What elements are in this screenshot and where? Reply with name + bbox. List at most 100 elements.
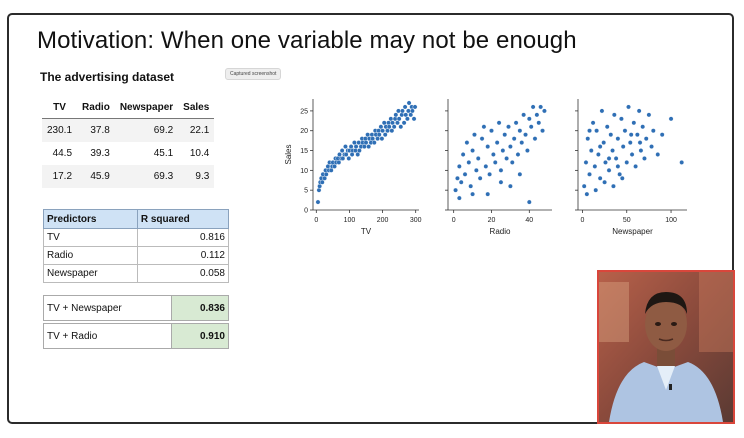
y-tick-label: 15 [300,148,308,155]
data-point [371,140,377,146]
data-point [534,112,540,118]
data-point [398,124,404,130]
x-tick-label: 40 [525,217,533,224]
data-point [615,163,621,169]
data-point [466,160,472,165]
data-point [508,183,513,189]
data-point [517,128,523,134]
data-point [659,132,665,138]
data-point [408,112,414,118]
data-point [619,175,625,181]
data-point [494,140,500,146]
data-point [376,128,381,134]
table-cell: 45.1 [153,148,174,159]
predictor-combo-label: TV + Newspaper [43,295,172,321]
data-point [336,160,342,165]
table-cell: 9.3 [178,165,215,188]
data-point [337,152,342,157]
data-point [356,140,362,146]
table-cell: 22.1 [178,118,215,142]
data-point [479,136,485,142]
data-point [339,148,345,153]
data-point [489,128,494,134]
data-point [460,152,466,157]
data-point [583,160,589,165]
data-point [588,148,594,153]
data-point [316,187,322,193]
x-axis-label: Radio [490,227,511,236]
data-point [376,132,382,138]
data-point [363,140,369,146]
data-point [470,148,475,153]
r-squared-combo-value: 0.910 [171,323,229,349]
table-cell: 37.8 [77,118,115,142]
x-tick-label: 300 [410,217,422,224]
presenter-video-feed [597,270,735,424]
data-point [352,140,357,146]
r-squared-cell: 0.112 [136,246,230,265]
data-point [456,195,462,201]
data-point [633,163,639,169]
data-point [386,124,392,130]
x-tick-label: 200 [377,217,389,224]
data-point [477,175,483,181]
data-point [464,140,470,146]
data-point [375,136,380,142]
scatter-chart-tv: 0 100 200 300 0 5 10 15 20 25 TV Sales [284,99,422,236]
data-point [343,144,348,149]
table-cell: 39.3 [90,148,110,159]
column-header-newspaper: Newspaper [114,99,179,119]
table-row: 44.5 39.3 45.1 10.4 [42,142,214,165]
data-point [523,132,528,138]
data-point [412,104,418,110]
data-point [348,144,354,149]
data-point [385,128,390,134]
data-point [401,120,407,126]
presenter-image [599,272,733,422]
data-point [613,156,619,161]
y-tick-label: 25 [300,108,308,115]
captured-screenshot-badge: Captured screenshot [225,68,282,80]
data-point [634,132,640,138]
data-point [629,152,635,157]
data-point [353,144,359,149]
table-header-row: TV Radio Newspaper Sales [42,99,215,119]
data-point [458,179,464,185]
data-point [500,148,506,153]
data-point [526,199,532,205]
table-row: Radio 0.112 [43,246,230,265]
r2-header-row: Predictors R squared [43,209,230,229]
data-point [462,171,468,177]
data-point [366,144,372,149]
data-point [604,124,610,130]
data-point [485,191,491,197]
table-cell: 17.2 [42,165,78,188]
column-header-radio: Radio [77,99,115,119]
data-point [597,175,603,181]
data-point [637,140,643,146]
data-point [642,156,647,161]
data-point [378,124,384,130]
data-point [481,124,487,130]
data-point [528,124,534,130]
data-point [396,108,401,114]
data-point [323,171,329,177]
data-point [409,108,415,114]
data-point [388,116,394,122]
data-point [402,104,408,110]
data-point [490,152,496,157]
data-point [610,148,615,153]
x-tick-label: 0 [580,217,584,224]
data-point [650,128,656,134]
data-point [369,132,375,138]
data-point [606,167,612,173]
y-tick-label: 20 [300,128,308,135]
data-point [517,171,523,177]
data-point [593,187,599,193]
table-row: TV + Radio 0.910 [43,323,229,349]
combo-tv-newspaper: TV + Newspaper 0.836 [43,295,229,321]
data-point [472,132,477,138]
data-point [649,144,654,149]
data-point [602,179,607,185]
x-tick-label: 0 [452,217,456,224]
